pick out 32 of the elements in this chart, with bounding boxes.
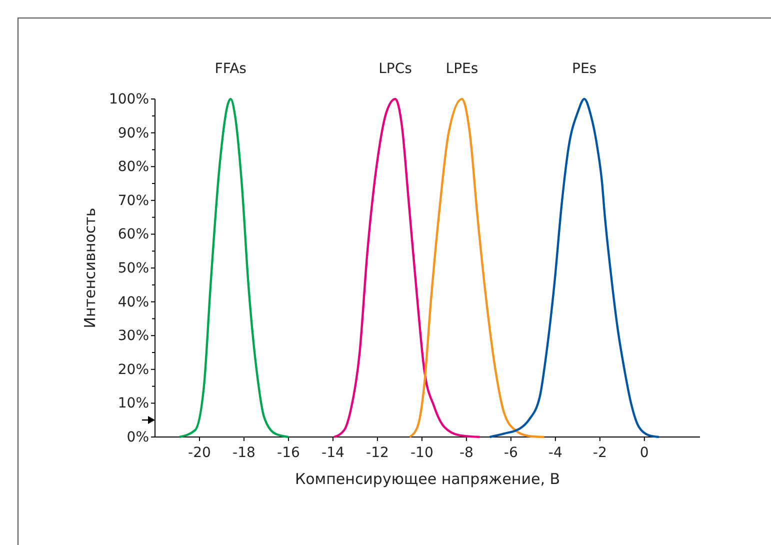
y-tick-label: 90% [118,125,149,142]
y-axis-title: Интенсивность [81,208,99,328]
x-tick-label: -10 [410,444,434,461]
x-tick-label: -4 [548,444,562,461]
y-tick-label: 60% [118,226,149,243]
y-tick-label: 40% [118,294,149,310]
line-series [178,98,290,438]
series-label: PEs [572,61,597,77]
line-series [332,98,481,438]
y-tick-label: 10% [118,396,149,412]
line-series [408,98,546,438]
y-tick-label: 0% [126,429,149,446]
x-tick-label: -14 [322,444,344,461]
y-tick-label: 50% [118,260,149,276]
x-tick-label: -8 [459,444,474,461]
y-tick-label: 70% [118,192,149,209]
y-tick-label: 100% [108,91,149,108]
series-label: LPEs [446,61,478,77]
line-series [488,98,660,438]
x-tick-label: -6 [504,444,518,461]
x-axis-title: Компенсирующее напряжение, В [294,470,560,488]
x-tick-label: -16 [277,444,300,461]
y-tick-label: 80% [118,159,149,176]
series-label: FFAs [214,61,246,77]
x-tick-label: -18 [232,444,256,461]
x-tick-label: 0 [640,444,649,461]
x-tick-label: -20 [188,444,211,461]
x-tick-label: -2 [592,444,607,461]
y-tick-label: 30% [118,328,149,344]
y-tick-label: 20% [118,362,149,378]
series-label: LPCs [378,61,412,77]
x-tick-label: -12 [366,444,389,461]
